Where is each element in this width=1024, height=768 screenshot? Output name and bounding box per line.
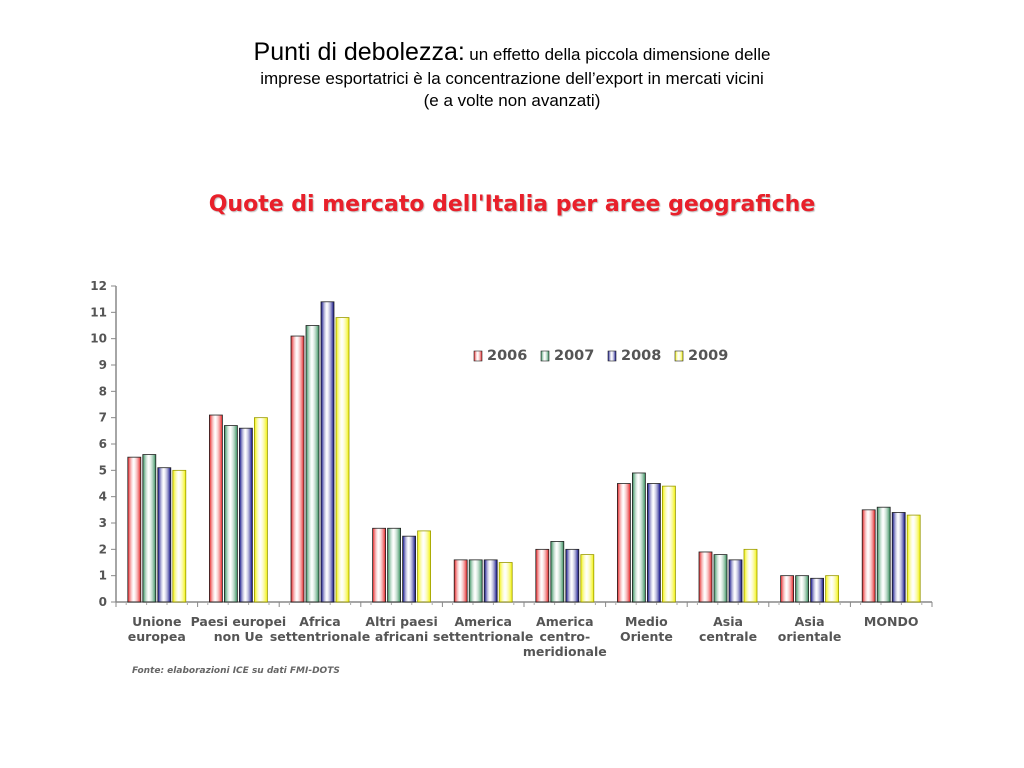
x-tick-label: orientale <box>778 629 842 644</box>
bar-2007 <box>795 575 809 603</box>
bar-2007 <box>468 559 483 603</box>
bar-2007 <box>387 527 402 603</box>
x-tick-label: MONDO <box>864 614 919 629</box>
bar-2006 <box>861 509 876 603</box>
bar-2008 <box>565 548 580 603</box>
y-tick-label: 10 <box>90 332 107 346</box>
bar-2006 <box>290 335 305 603</box>
bar-2007 <box>876 506 891 603</box>
legend-swatch-2009 <box>674 350 684 362</box>
x-tick-label: Asia <box>713 614 743 629</box>
y-tick-label: 8 <box>99 384 107 398</box>
legend-label-2008: 2008 <box>621 348 661 364</box>
y-tick-label: 2 <box>99 542 107 556</box>
x-tick-label: africani <box>375 629 428 644</box>
x-tick-label: America <box>536 614 593 629</box>
x-tick-label: non Ue <box>214 629 263 644</box>
bar-2009 <box>417 530 432 603</box>
x-tick-label: settentrionale <box>433 629 533 644</box>
y-tick-label: 3 <box>99 516 107 530</box>
bar-2006 <box>208 414 223 603</box>
slide-title-line-2: imprese esportatrici è la concentrazione… <box>260 69 764 88</box>
bar-2008 <box>728 559 743 603</box>
bar-2006 <box>127 456 142 603</box>
slide-title-line-1: un effetto della piccola dimensione dell… <box>469 45 771 64</box>
x-tick-label: settentrionale <box>270 629 370 644</box>
bar-2006 <box>617 483 631 603</box>
x-tick-label: Oriente <box>620 629 673 644</box>
bar-2006 <box>780 575 794 603</box>
y-tick-label: 4 <box>99 490 107 504</box>
bar-2009 <box>906 514 921 603</box>
bar-2008 <box>647 483 661 603</box>
y-tick-label: 12 <box>90 279 107 293</box>
bar-2009 <box>825 575 839 603</box>
x-tick-label: meridionale <box>523 644 607 659</box>
x-tick-label: Africa <box>299 614 340 629</box>
bar-2008 <box>238 427 253 603</box>
bar-2009 <box>253 417 268 603</box>
bar-2007 <box>550 541 565 603</box>
bar-2007 <box>223 425 238 603</box>
slide-title-line-3: (e a volte non avanzati) <box>423 90 601 110</box>
chart-title: Quote di mercato dell'Italia per aree ge… <box>208 192 816 217</box>
bar-2009 <box>743 548 758 603</box>
legend-label-2009: 2009 <box>688 348 728 364</box>
legend-swatch-2007 <box>540 350 550 362</box>
y-tick-label: 9 <box>99 358 107 372</box>
bar-2007 <box>142 454 157 603</box>
legend-label-2007: 2007 <box>554 348 594 364</box>
bar-2006 <box>372 527 387 603</box>
y-tick-label: 0 <box>99 595 107 609</box>
y-tick-label: 1 <box>99 569 107 583</box>
legend-swatch-2006 <box>473 350 483 362</box>
bar-2008 <box>402 535 417 603</box>
x-tick-label: Altri paesi <box>365 614 437 629</box>
x-tick-label: Asia <box>795 614 825 629</box>
x-tick-label: Paesi europei <box>191 614 287 629</box>
bar-2008 <box>320 301 335 603</box>
bar-2007 <box>713 554 728 603</box>
bar-2006 <box>698 551 713 603</box>
bar-2009 <box>580 554 595 603</box>
bar-2009 <box>172 469 187 603</box>
bar-2007 <box>305 325 320 603</box>
legend-label-2006: 2006 <box>487 348 527 364</box>
bar-2008 <box>483 559 498 603</box>
y-tick-label: 11 <box>90 305 107 319</box>
x-tick-label: centro- <box>539 629 590 644</box>
slide-title-lead: Punti di debolezza: <box>253 38 465 66</box>
bar-2008 <box>891 512 906 603</box>
x-tick-label: America <box>454 614 511 629</box>
bar-2008 <box>157 467 172 603</box>
bar-2007 <box>632 472 646 603</box>
bar-2009 <box>335 317 350 603</box>
x-tick-label: Unione <box>132 614 181 629</box>
x-tick-label: europea <box>128 629 186 644</box>
bar-2009 <box>498 562 513 603</box>
y-tick-label: 6 <box>99 437 107 451</box>
bar-2006 <box>453 559 468 603</box>
legend-swatch-2008 <box>607 350 617 362</box>
y-tick-label: 5 <box>99 463 107 477</box>
slide-title: Punti di debolezza: un effetto della pic… <box>120 36 904 112</box>
y-tick-label: 7 <box>99 411 107 425</box>
bar-2006 <box>535 548 550 603</box>
source-note: Fonte: elaborazioni ICE su dati FMI-DOTS <box>132 666 340 676</box>
x-tick-label: centrale <box>699 629 757 644</box>
x-tick-label: Medio <box>625 614 668 629</box>
bar-2009 <box>662 485 676 603</box>
bar-2008 <box>810 577 824 603</box>
